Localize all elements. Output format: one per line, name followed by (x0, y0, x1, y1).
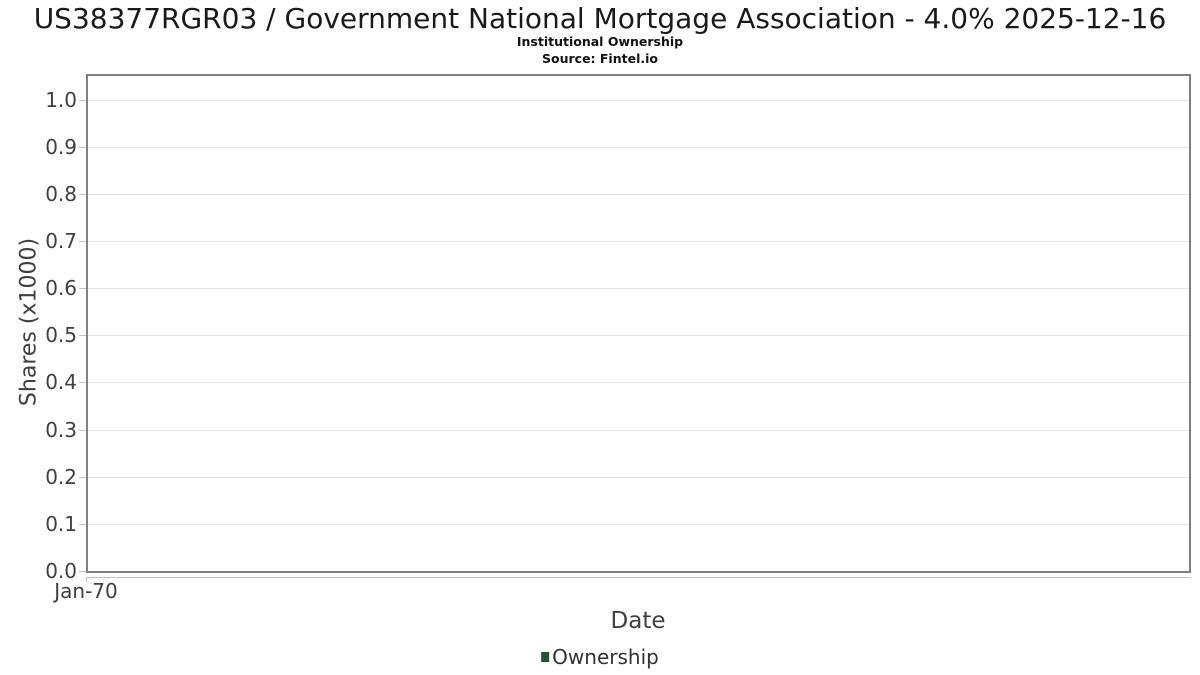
gridline (88, 335, 1189, 336)
y-axis-tick (79, 524, 86, 525)
y-tick-label: 0.7 (45, 229, 77, 253)
y-axis-tick (79, 288, 86, 289)
plot-area (86, 74, 1191, 573)
legend-marker-icon (541, 652, 550, 662)
chart-source: Source: Fintel.io (542, 51, 658, 66)
chart-title: US38377RGR03 / Government National Mortg… (33, 2, 1167, 35)
y-tick-label: 0.3 (45, 418, 77, 442)
y-axis-tick (79, 477, 86, 478)
x-axis-title: Date (610, 608, 666, 634)
x-axis-line (86, 577, 1191, 578)
gridline (88, 430, 1189, 431)
gridline (88, 147, 1189, 148)
y-axis-tick (79, 430, 86, 431)
y-tick-label: 0.0 (45, 559, 77, 583)
chart-subtitle: Institutional Ownership (516, 34, 684, 49)
y-tick-label: 0.4 (45, 370, 77, 394)
y-axis-tick (79, 335, 86, 336)
y-tick-label: 0.5 (45, 323, 77, 347)
y-tick-label: 0.1 (45, 512, 77, 536)
gridline (88, 288, 1189, 289)
y-axis-tick (79, 571, 86, 572)
y-tick-label: 0.8 (45, 182, 77, 206)
x-axis-tick (86, 578, 87, 582)
y-axis-tick (79, 194, 86, 195)
legend-item-ownership[interactable]: Ownership (541, 645, 659, 669)
gridline (88, 524, 1189, 525)
gridline (88, 100, 1189, 101)
y-tick-label: 1.0 (45, 88, 77, 112)
gridline (88, 477, 1189, 478)
gridline (88, 241, 1189, 242)
gridline (88, 194, 1189, 195)
gridline (88, 382, 1189, 383)
y-tick-label: 0.9 (45, 135, 77, 159)
y-axis-tick (79, 100, 86, 101)
y-axis-tick (79, 382, 86, 383)
y-tick-label: 0.6 (45, 276, 77, 300)
y-axis-tick (79, 147, 86, 148)
y-axis-title: Shares (x1000) (16, 237, 42, 407)
x-tick-label: Jan-70 (54, 579, 118, 603)
legend-label: Ownership (552, 645, 659, 669)
y-tick-label: 0.2 (45, 465, 77, 489)
y-axis-tick (79, 241, 86, 242)
